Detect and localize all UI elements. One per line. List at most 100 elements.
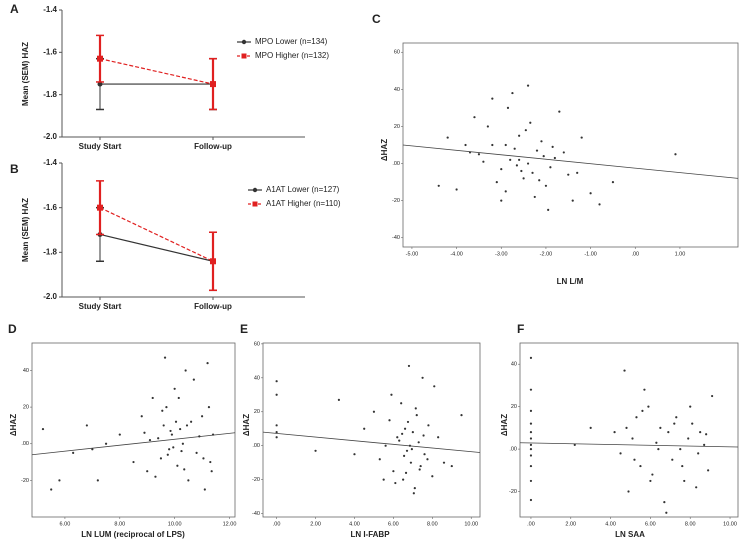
point <box>529 443 533 446</box>
point <box>589 192 592 195</box>
y-tick-label: .00 <box>252 443 260 449</box>
point <box>314 449 317 452</box>
point <box>422 434 425 437</box>
point <box>705 433 708 436</box>
x-tick-label: 4.00 <box>349 521 360 527</box>
point <box>415 414 418 417</box>
point <box>518 158 521 161</box>
legend-label: MPO Lower (n=134) <box>255 37 328 46</box>
point <box>663 501 666 504</box>
point <box>611 180 615 184</box>
point <box>524 129 527 132</box>
point <box>423 453 426 456</box>
x-tick-label: 8.00 <box>114 521 125 527</box>
y-tick-label: -1.4 <box>43 5 57 14</box>
point <box>529 409 533 413</box>
point <box>91 448 94 451</box>
legend-label: MPO Higher (n=132) <box>255 51 329 60</box>
plot-frame <box>402 42 739 248</box>
point <box>529 356 533 359</box>
point <box>275 436 278 439</box>
point <box>159 457 163 460</box>
point <box>401 432 404 435</box>
plot-frame <box>519 342 739 518</box>
x-tick-label: Follow-up <box>194 142 232 151</box>
point <box>198 435 201 438</box>
point <box>674 153 677 156</box>
panel-letter: F <box>517 322 524 336</box>
point <box>544 184 548 187</box>
point <box>529 454 533 457</box>
point <box>431 475 434 478</box>
point <box>515 164 519 167</box>
point <box>421 376 424 379</box>
point <box>402 478 405 481</box>
point <box>85 424 88 427</box>
point <box>418 468 421 471</box>
point <box>353 453 356 456</box>
point <box>170 433 174 436</box>
point <box>433 385 436 388</box>
point <box>509 158 512 161</box>
point <box>504 190 507 193</box>
point <box>633 458 636 461</box>
y-axis-label: Mean (SEM) HAZ <box>21 198 30 262</box>
legend-marker <box>241 53 247 59</box>
point <box>671 458 674 461</box>
point <box>649 479 652 483</box>
point <box>513 147 516 150</box>
x-tick-label: 8.00 <box>427 521 438 527</box>
point <box>363 427 366 430</box>
point <box>378 458 381 461</box>
point <box>540 140 543 143</box>
point <box>699 431 702 434</box>
point <box>455 188 458 191</box>
point <box>571 199 574 202</box>
y-tick-label: -20 <box>252 477 260 483</box>
x-tick-label: .00 <box>273 521 281 527</box>
point <box>394 481 397 485</box>
panel-letter: B <box>10 162 19 176</box>
point <box>177 396 180 400</box>
y-tick-label: 40 <box>394 87 400 93</box>
point <box>580 136 583 139</box>
point <box>163 356 167 359</box>
point <box>417 441 420 444</box>
point <box>202 457 205 460</box>
point <box>161 409 164 412</box>
point <box>446 136 449 139</box>
point <box>166 453 169 456</box>
point <box>143 431 146 434</box>
point <box>192 378 195 381</box>
point <box>195 451 198 454</box>
point <box>179 427 182 431</box>
x-tick-label: 4.00 <box>605 521 616 527</box>
point <box>118 433 121 436</box>
point <box>665 511 668 514</box>
x-tick-label: Study Start <box>79 302 122 311</box>
point <box>562 151 565 154</box>
point <box>573 443 576 446</box>
point <box>41 427 45 431</box>
y-tick-label: .00 <box>21 441 29 447</box>
point <box>697 452 700 455</box>
point <box>398 439 401 442</box>
point <box>172 446 175 449</box>
point <box>683 479 686 483</box>
legend-marker <box>241 39 247 45</box>
point <box>181 442 184 445</box>
x-tick-label: 1.00 <box>675 251 686 257</box>
x-tick-label: 10.00 <box>168 521 182 527</box>
point <box>183 468 186 471</box>
x-tick-label: Follow-up <box>194 302 232 311</box>
point <box>154 475 157 478</box>
point <box>396 436 399 439</box>
point <box>558 110 561 113</box>
point <box>72 451 75 454</box>
point <box>631 437 634 440</box>
x-tick-label: 6.00 <box>645 521 656 527</box>
y-tick-label: -1.6 <box>43 203 57 212</box>
point <box>529 447 533 451</box>
plot-frame <box>262 342 481 518</box>
x-tick-label: 6.00 <box>60 521 71 527</box>
